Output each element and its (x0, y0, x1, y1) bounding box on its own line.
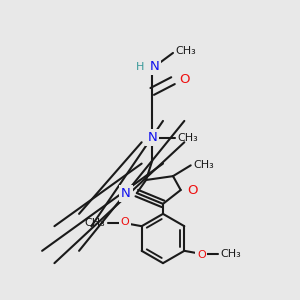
Text: CH₃: CH₃ (193, 160, 214, 170)
Text: CH₃: CH₃ (220, 249, 241, 259)
Text: O: O (120, 217, 129, 226)
Text: N: N (147, 131, 157, 144)
Text: CH₃: CH₃ (178, 133, 198, 142)
Text: CH₃: CH₃ (175, 46, 196, 56)
Text: CH₃: CH₃ (85, 218, 106, 228)
Text: O: O (188, 184, 198, 196)
Text: N: N (121, 187, 131, 200)
Text: O: O (197, 250, 206, 260)
Text: O: O (179, 73, 190, 85)
Text: H: H (136, 62, 145, 72)
Text: N: N (150, 60, 159, 73)
